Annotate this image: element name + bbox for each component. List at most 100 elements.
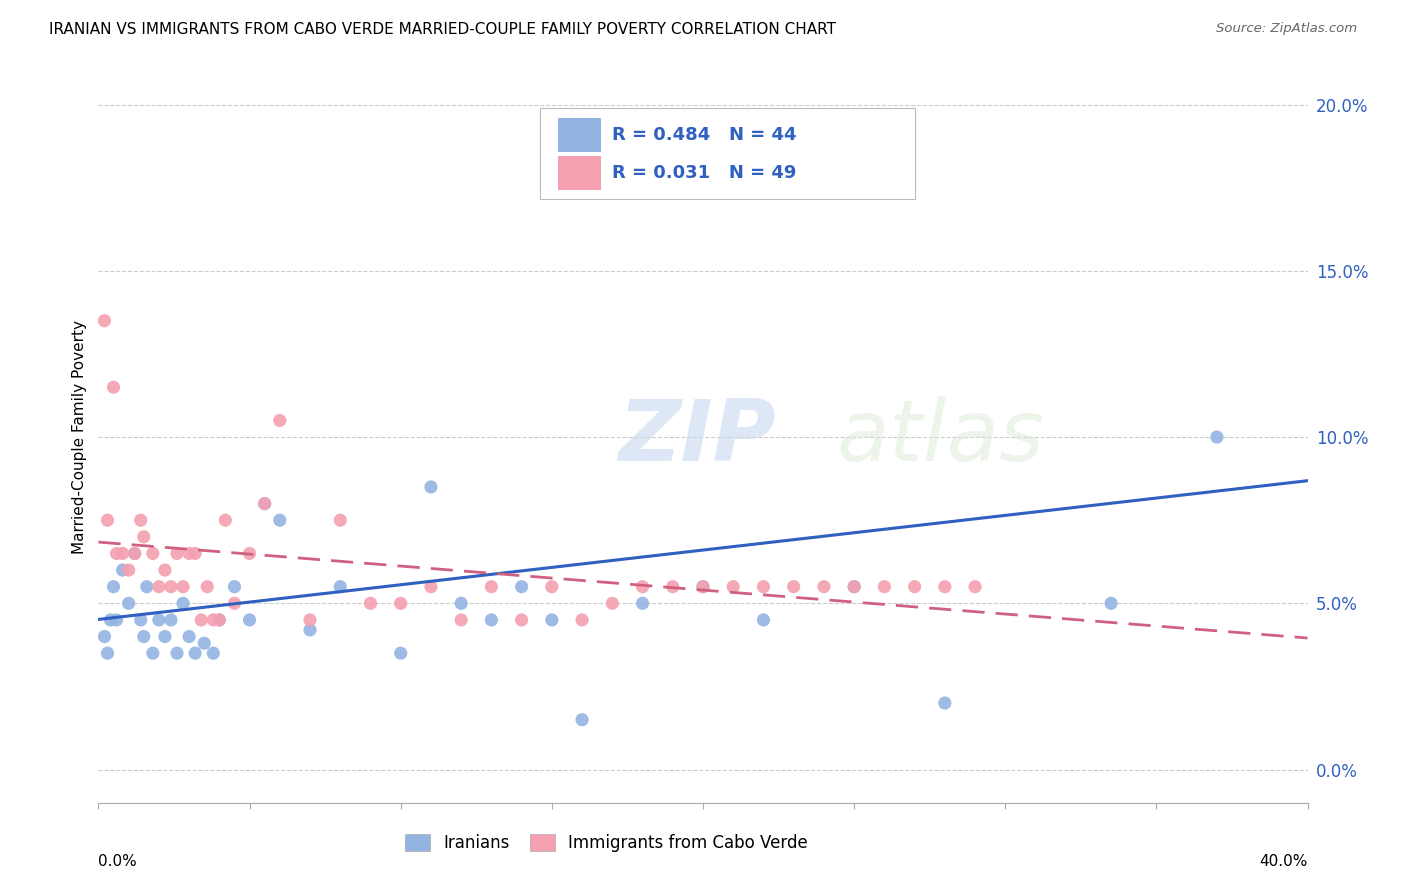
Point (571, 613, 593, 627)
Text: atlas: atlas (837, 395, 1045, 479)
Y-axis label: Married-Couple Family Poverty: Married-Couple Family Poverty (72, 320, 87, 554)
Point (96, 646, 118, 660)
Point (105, 613, 128, 627)
Text: ZIP: ZIP (619, 395, 776, 479)
Point (166, 646, 188, 660)
Point (93, 630, 115, 644)
Point (844, 580, 866, 594)
Point (389, 646, 412, 660)
Point (965, 580, 987, 594)
Point (153, 563, 176, 577)
Point (360, 596, 382, 610)
Point (166, 546, 188, 560)
Point (873, 580, 896, 594)
Point (934, 580, 956, 594)
Point (135, 580, 157, 594)
Point (184, 546, 207, 560)
Point (103, 380, 125, 394)
Point (142, 546, 165, 560)
Point (179, 630, 201, 644)
Point (934, 696, 956, 710)
Point (904, 580, 927, 594)
Point (214, 513, 236, 527)
Point (208, 613, 231, 627)
Text: IRANIAN VS IMMIGRANTS FROM CABO VERDE MARRIED-COUPLE FAMILY POVERTY CORRELATION : IRANIAN VS IMMIGRANTS FROM CABO VERDE MA… (49, 22, 837, 37)
Point (124, 546, 146, 560)
Point (661, 580, 683, 594)
Point (190, 613, 212, 627)
Point (602, 596, 624, 610)
Point (253, 497, 276, 511)
Point (329, 513, 352, 527)
Point (129, 613, 152, 627)
Point (208, 613, 231, 627)
Point (179, 546, 201, 560)
Point (752, 580, 775, 594)
Point (723, 580, 745, 594)
Point (124, 546, 146, 560)
Point (692, 580, 714, 594)
Text: 0.0%: 0.0% (98, 854, 138, 869)
Point (202, 613, 225, 627)
Point (239, 613, 262, 627)
Point (269, 413, 291, 427)
Point (142, 646, 165, 660)
Text: R = 0.031   N = 49: R = 0.031 N = 49 (613, 164, 797, 182)
Point (160, 580, 183, 594)
Point (481, 613, 503, 627)
Point (420, 480, 443, 494)
Point (692, 580, 714, 594)
Point (224, 580, 246, 594)
Text: 40.0%: 40.0% (1260, 854, 1308, 869)
Point (813, 580, 835, 594)
Point (111, 563, 134, 577)
Point (100, 613, 122, 627)
Point (783, 580, 806, 594)
Point (172, 580, 194, 594)
Point (96, 513, 118, 527)
Point (148, 613, 170, 627)
Point (148, 580, 170, 594)
Point (132, 630, 155, 644)
Point (195, 580, 218, 594)
Point (111, 546, 134, 560)
Point (184, 646, 207, 660)
Point (105, 546, 128, 560)
Point (329, 580, 352, 594)
Point (239, 546, 262, 560)
Point (193, 636, 215, 650)
Point (172, 596, 194, 610)
Point (253, 497, 276, 511)
Point (752, 613, 775, 627)
Point (202, 646, 225, 660)
Point (118, 563, 141, 577)
Point (389, 596, 412, 610)
Point (103, 580, 125, 594)
Point (1206, 430, 1229, 444)
Point (269, 513, 291, 527)
FancyBboxPatch shape (558, 156, 602, 190)
Point (450, 596, 472, 610)
Point (118, 596, 141, 610)
Point (129, 513, 152, 527)
Point (224, 596, 246, 610)
Point (299, 613, 322, 627)
Point (540, 613, 562, 627)
Point (1099, 596, 1122, 610)
Point (571, 713, 593, 727)
Text: Source: ZipAtlas.com: Source: ZipAtlas.com (1216, 22, 1357, 36)
Point (844, 580, 866, 594)
Point (450, 613, 472, 627)
Point (299, 623, 322, 637)
Point (160, 613, 183, 627)
Point (631, 580, 654, 594)
Point (132, 530, 155, 544)
Point (510, 613, 533, 627)
Point (602, 147, 624, 161)
Legend: Iranians, Immigrants from Cabo Verde: Iranians, Immigrants from Cabo Verde (396, 825, 815, 860)
FancyBboxPatch shape (540, 108, 915, 200)
Point (631, 596, 654, 610)
FancyBboxPatch shape (558, 118, 602, 152)
Point (420, 580, 443, 594)
Point (93, 314, 115, 328)
